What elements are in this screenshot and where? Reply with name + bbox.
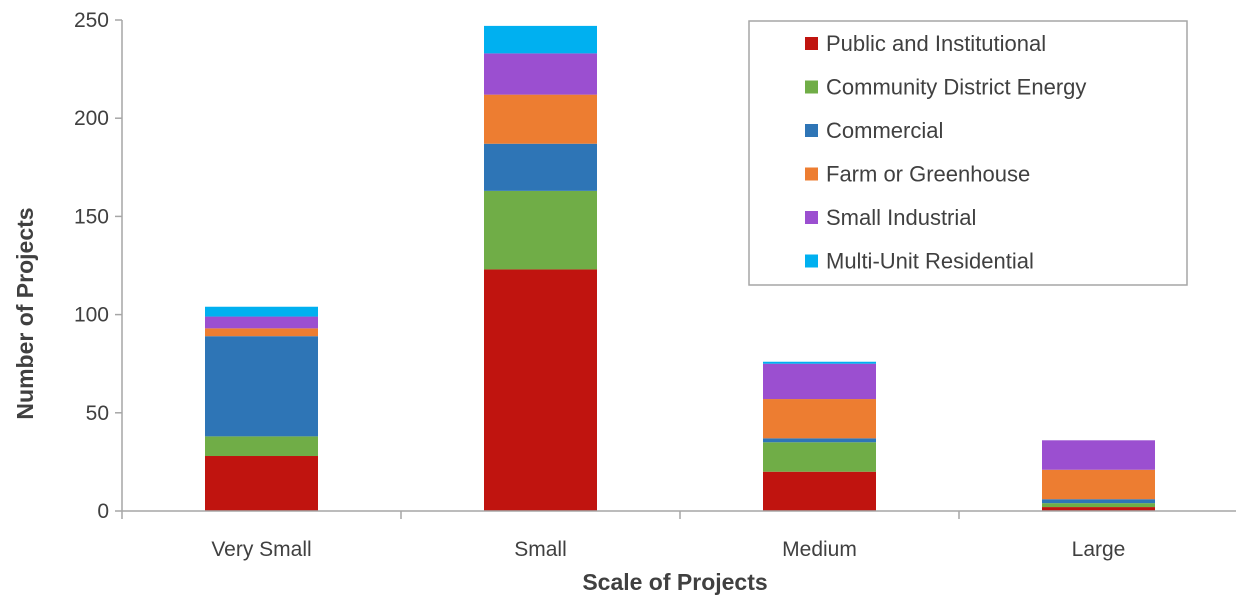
x-tick-label: Very Small [211, 538, 311, 561]
bar-segment [763, 362, 876, 364]
y-tick-label: 0 [97, 500, 109, 523]
legend-box [749, 21, 1187, 285]
bar-segment [484, 95, 597, 144]
x-tick-label: Medium [782, 538, 857, 561]
x-axis-ticks: Very Small Small Medium Large [122, 511, 1236, 561]
bar-segment [1042, 440, 1155, 469]
legend-label: Public and Institutional [826, 31, 1046, 56]
x-axis-title: Scale of Projects [582, 569, 767, 595]
bar-segment [1042, 503, 1155, 507]
legend-swatch [805, 37, 818, 50]
bar-segment [484, 191, 597, 270]
bar-segment [763, 364, 876, 399]
bar-segment [763, 438, 876, 442]
y-axis-title: Number of Projects [12, 207, 38, 419]
y-axis-ticks: 0 50 100 150 200 250 [74, 9, 122, 523]
bar-segment [484, 269, 597, 511]
bar-segment [205, 436, 318, 456]
bar-segment [205, 307, 318, 317]
legend-swatch [805, 168, 818, 181]
y-tick-label: 250 [74, 9, 109, 32]
y-tick-label: 200 [74, 107, 109, 130]
legend-swatch [805, 211, 818, 224]
bar-segment [484, 26, 597, 53]
legend-label: Community District Energy [826, 75, 1086, 100]
bar-segment [205, 456, 318, 511]
bar-segment [205, 336, 318, 436]
legend-label: Farm or Greenhouse [826, 162, 1030, 187]
bar-segment [484, 144, 597, 191]
bar-segment [1042, 499, 1155, 503]
legend-swatch [805, 124, 818, 137]
legend-swatch [805, 255, 818, 268]
legend-label: Commercial [826, 118, 943, 143]
bar-segment [763, 399, 876, 438]
legend-label: Multi-Unit Residential [826, 249, 1034, 274]
y-tick-label: 150 [74, 205, 109, 228]
bar-segment [205, 328, 318, 336]
x-tick-label: Small [514, 538, 567, 561]
y-tick-label: 50 [86, 402, 109, 425]
bar-segment [1042, 470, 1155, 499]
bar-segment [484, 53, 597, 94]
x-tick-label: Large [1072, 538, 1126, 561]
bar-segment [763, 442, 876, 471]
legend-label: Small Industrial [826, 205, 976, 230]
legend: Public and Institutional Community Distri… [749, 21, 1187, 285]
legend-swatch [805, 81, 818, 94]
y-tick-label: 100 [74, 304, 109, 327]
bar-segment [205, 317, 318, 329]
bar-segment [763, 472, 876, 511]
